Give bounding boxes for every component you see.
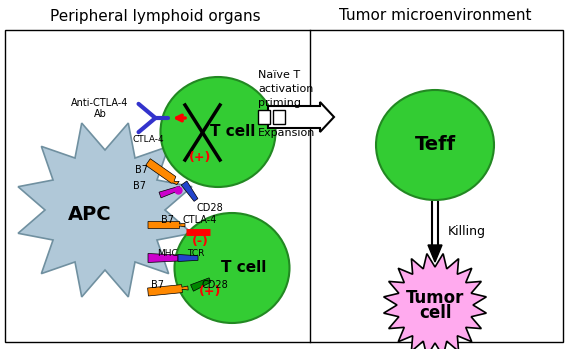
Ellipse shape xyxy=(174,213,290,323)
Polygon shape xyxy=(178,254,198,261)
Polygon shape xyxy=(18,123,192,297)
Polygon shape xyxy=(148,285,188,296)
Polygon shape xyxy=(383,254,486,349)
Text: B7: B7 xyxy=(133,181,147,191)
Text: priming: priming xyxy=(258,98,301,108)
Text: activation: activation xyxy=(258,84,314,94)
Text: Expansion: Expansion xyxy=(258,128,315,138)
Ellipse shape xyxy=(161,77,275,187)
Text: Ab: Ab xyxy=(94,109,106,119)
Ellipse shape xyxy=(376,90,494,200)
Text: CD28: CD28 xyxy=(202,280,228,290)
Text: cell: cell xyxy=(419,304,451,322)
Polygon shape xyxy=(428,245,442,262)
Text: CTLA-4: CTLA-4 xyxy=(132,135,164,144)
Text: (+): (+) xyxy=(199,285,221,298)
Text: T cell: T cell xyxy=(210,125,256,140)
Text: Tumor: Tumor xyxy=(406,289,464,307)
Text: Killing: Killing xyxy=(448,225,486,238)
Polygon shape xyxy=(159,186,181,198)
Text: Naïve T: Naïve T xyxy=(258,70,300,80)
Text: CD28: CD28 xyxy=(197,203,223,213)
Text: B7: B7 xyxy=(152,280,165,290)
Text: Teff: Teff xyxy=(415,135,456,155)
Polygon shape xyxy=(191,278,211,291)
Text: MHC: MHC xyxy=(158,250,178,259)
Text: Peripheral lymphoid organs: Peripheral lymphoid organs xyxy=(49,8,260,23)
Text: T cell: T cell xyxy=(222,260,267,275)
Bar xyxy=(5,30,563,342)
Bar xyxy=(273,110,285,124)
Text: B7: B7 xyxy=(136,165,148,175)
FancyArrow shape xyxy=(268,102,334,132)
Text: B7: B7 xyxy=(161,215,174,225)
Text: CTLA-4: CTLA-4 xyxy=(183,215,217,225)
Polygon shape xyxy=(148,222,185,229)
Text: Anti-CTLA-4: Anti-CTLA-4 xyxy=(72,98,129,108)
Polygon shape xyxy=(146,159,179,185)
Text: APC: APC xyxy=(68,206,112,224)
Text: Tumor microenvironment: Tumor microenvironment xyxy=(339,8,531,23)
Text: (-): (-) xyxy=(191,236,208,248)
Polygon shape xyxy=(181,181,198,201)
Text: TCR: TCR xyxy=(187,250,204,259)
Polygon shape xyxy=(148,253,178,262)
Bar xyxy=(258,110,270,124)
Text: (+): (+) xyxy=(189,151,211,164)
